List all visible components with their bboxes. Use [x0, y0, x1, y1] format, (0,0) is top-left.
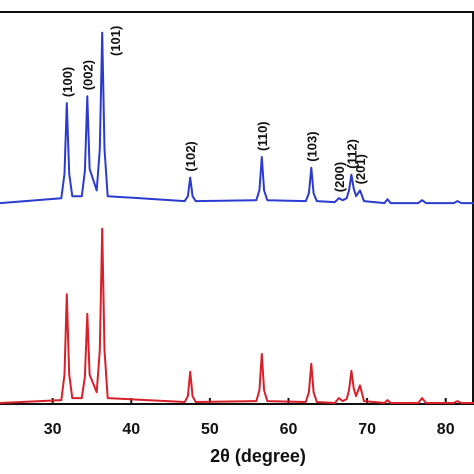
peak-label: (112) [344, 139, 359, 169]
peak-label: (200) [332, 162, 347, 192]
series-line [0, 31, 474, 205]
peak-label: (103) [304, 131, 319, 161]
peak-label: (101) [108, 26, 123, 56]
x-tick-label: 60 [280, 421, 298, 438]
series-line [0, 227, 474, 404]
peak-label: (102) [183, 141, 198, 171]
peak-label: (100) [60, 67, 75, 97]
x-tick-label: 70 [358, 421, 376, 438]
x-tick-label: 40 [122, 421, 140, 438]
peak-label: (110) [255, 121, 270, 151]
x-tick-label: 30 [44, 421, 62, 438]
peak-label: (201) [353, 154, 368, 184]
x-tick-label: 80 [437, 421, 455, 438]
x-axis-label: 2θ (degree) [210, 446, 306, 466]
x-tick-label: 50 [201, 421, 219, 438]
peak-label: (002) [80, 60, 95, 90]
